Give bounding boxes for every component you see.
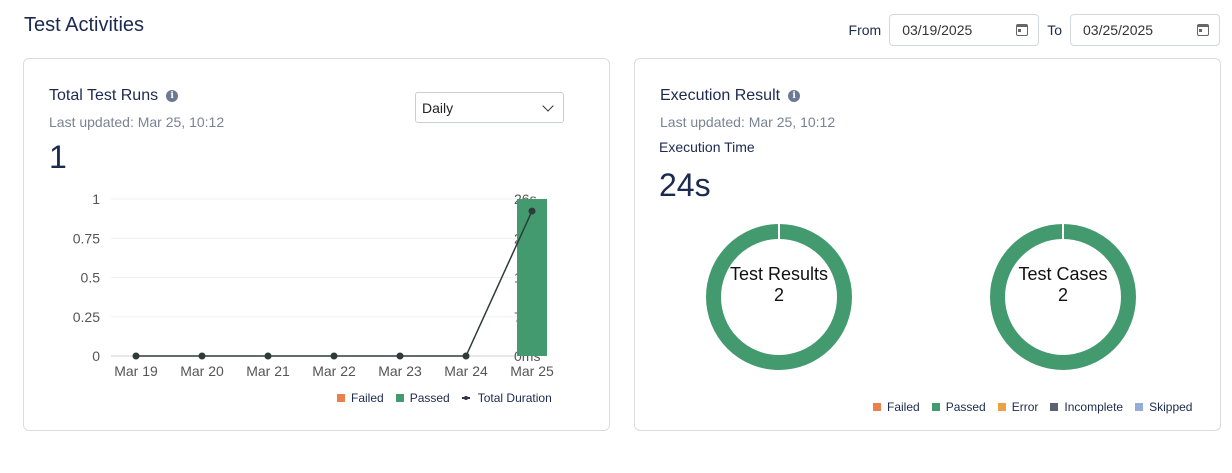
- y-left-tick-label: 0.75: [73, 230, 100, 246]
- execution-result-title: Execution Result: [660, 87, 781, 104]
- duration-point: [264, 352, 272, 360]
- x-tick-label: Mar 24: [444, 363, 488, 379]
- legend-passed[interactable]: Passed: [395, 391, 450, 405]
- legend-skipped-swatch: [1135, 403, 1144, 411]
- donut-gap: [1062, 224, 1064, 240]
- to-label: To: [1047, 22, 1062, 38]
- x-tick-label: Mar 23: [378, 363, 422, 379]
- from-label: From: [848, 22, 882, 38]
- execution-time-label: Execution Time: [659, 139, 755, 155]
- execution-result-card: Execution Result i Last updated: Mar 25,…: [634, 58, 1221, 431]
- legend-passed-swatch: [931, 403, 940, 411]
- card-title: Total Test Runs i: [49, 87, 179, 105]
- duration-point: [396, 352, 404, 360]
- x-tick-label: Mar 19: [114, 363, 158, 379]
- legend-duration[interactable]: Total Duration: [461, 391, 552, 405]
- legend-failed-swatch: [337, 394, 345, 402]
- duration-point: [462, 352, 470, 360]
- legend-incomplete-swatch: [1050, 403, 1059, 411]
- info-icon[interactable]: i: [788, 90, 801, 102]
- test-cases-donut[interactable]: Test Cases 2: [990, 224, 1136, 370]
- total-test-runs-title: Total Test Runs: [49, 87, 159, 104]
- to-date-value: 03/25/2025: [1083, 22, 1154, 38]
- execution-legend: Failed Passed Error Incomplete Skipped: [873, 400, 1192, 414]
- x-tick-label: Mar 22: [312, 363, 356, 379]
- calendar-icon[interactable]: [1197, 24, 1209, 36]
- date-range: From 03/19/2025 To 03/25/2025: [849, 14, 1220, 46]
- legend-failed-swatch: [873, 403, 881, 411]
- execution-time-value: 24s: [659, 167, 711, 203]
- from-date-value: 03/19/2025: [902, 22, 973, 38]
- y-left-tick-label: 0: [92, 348, 100, 364]
- info-icon[interactable]: i: [166, 90, 179, 102]
- interval-value: Daily: [422, 99, 454, 116]
- legend-error[interactable]: Error: [997, 400, 1038, 414]
- donut-gap: [778, 224, 780, 240]
- total-runs-count: 1: [49, 139, 67, 175]
- duration-point: [198, 352, 206, 360]
- donut-center-text: Test Results 2: [706, 264, 852, 306]
- donut-value: 2: [1057, 285, 1068, 305]
- x-tick-label: Mar 21: [246, 363, 290, 379]
- duration-point: [528, 207, 536, 215]
- legend-incomplete[interactable]: Incomplete: [1050, 400, 1123, 414]
- donut-label: Test Cases: [1018, 264, 1108, 284]
- y-left-tick-label: 1: [92, 191, 100, 207]
- legend-duration-swatch: [461, 395, 470, 400]
- x-tick-label: Mar 25: [510, 363, 554, 379]
- passed-bar: [517, 199, 547, 356]
- duration-point: [330, 352, 338, 360]
- y-left-tick-label: 0.25: [73, 309, 100, 325]
- test-results-donut[interactable]: Test Results 2: [706, 224, 852, 370]
- duration-line: [136, 210, 533, 357]
- legend-passed[interactable]: Passed: [931, 400, 986, 414]
- legend-error-swatch: [997, 403, 1006, 411]
- calendar-icon[interactable]: [1016, 24, 1029, 36]
- card-title: Execution Result i: [660, 87, 801, 105]
- legend-skipped[interactable]: Skipped: [1135, 400, 1192, 414]
- runs-legend: Failed Passed Total Duration: [337, 391, 552, 405]
- donut-center-text: Test Cases 2: [990, 264, 1136, 306]
- x-tick-label: Mar 20: [180, 363, 224, 379]
- duration-point: [132, 352, 140, 360]
- y-left-tick-label: 0.5: [81, 270, 101, 286]
- total-test-runs-card: Total Test Runs i Last updated: Mar 25, …: [23, 58, 610, 431]
- legend-failed[interactable]: Failed: [337, 391, 384, 405]
- legend-passed-swatch: [395, 394, 404, 402]
- page-title: Test Activities: [24, 14, 145, 36]
- donut-value: 2: [773, 285, 784, 305]
- last-updated: Last updated: Mar 25, 10:12: [660, 114, 836, 130]
- legend-failed[interactable]: Failed: [873, 400, 920, 414]
- interval-select[interactable]: Daily: [415, 92, 564, 123]
- last-updated: Last updated: Mar 25, 10:12: [49, 114, 225, 130]
- from-date-input[interactable]: 03/19/2025: [889, 14, 1040, 46]
- to-date-input[interactable]: 03/25/2025: [1070, 14, 1220, 46]
- donut-label: Test Results: [729, 264, 829, 284]
